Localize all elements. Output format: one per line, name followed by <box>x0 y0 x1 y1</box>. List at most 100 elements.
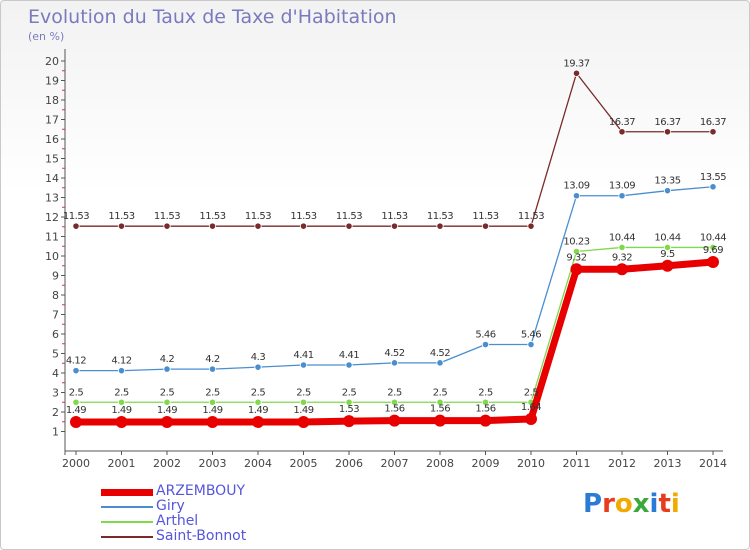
data-label-saint-bonnot: 11.53 <box>290 211 316 222</box>
x-tick-label: 2001 <box>108 457 136 470</box>
data-label-giry: 4.2 <box>160 354 175 365</box>
y-tick-label: 1 <box>52 426 59 439</box>
data-label-arthel: 10.44 <box>654 232 680 243</box>
data-point-arzembouy <box>616 263 628 276</box>
data-point-arthel <box>663 243 672 252</box>
data-label-giry: 13.09 <box>609 181 635 192</box>
data-point-saint-bonnot <box>481 222 490 230</box>
data-point-arthel <box>390 398 399 406</box>
data-point-saint-bonnot <box>436 222 444 230</box>
data-point-saint-bonnot <box>663 128 672 136</box>
data-label-arthel: 2.5 <box>251 387 266 398</box>
data-label-arthel: 2.5 <box>387 387 402 398</box>
data-point-giry <box>390 359 399 367</box>
data-point-arzembouy <box>115 415 128 428</box>
data-point-giry <box>663 187 672 195</box>
logo-letter: i <box>670 489 680 519</box>
data-label-saint-bonnot: 11.53 <box>154 211 180 222</box>
data-point-giry <box>527 340 535 349</box>
data-label-arthel: 2.5 <box>114 387 129 398</box>
legend-label: Saint-Bonnot <box>156 528 247 544</box>
data-label-arthel: 2.5 <box>342 387 357 398</box>
data-label-arzembouy: 9.69 <box>703 245 723 256</box>
x-tick-label: 2006 <box>335 457 363 470</box>
data-label-saint-bonnot: 11.53 <box>108 211 134 222</box>
data-label-giry: 4.52 <box>384 348 404 359</box>
data-point-arthel <box>709 243 717 252</box>
x-tick-label: 2007 <box>381 457 409 470</box>
data-point-arthel <box>299 398 308 406</box>
y-tick-label: 7 <box>52 309 59 322</box>
data-point-giry <box>572 192 581 200</box>
data-label-saint-bonnot: 11.53 <box>199 211 225 222</box>
data-point-giry <box>436 359 444 367</box>
data-label-arzembouy: 9.32 <box>566 252 586 263</box>
data-point-giry <box>117 367 126 375</box>
data-label-giry: 5.46 <box>521 330 541 341</box>
data-label-arzembouy: 1.56 <box>475 404 495 415</box>
legend-swatch <box>101 521 153 523</box>
logo-letter: r <box>602 489 615 519</box>
data-point-arzembouy <box>252 415 264 428</box>
legend-label: Giry <box>156 498 185 514</box>
y-tick-label: 14 <box>45 172 59 185</box>
data-point-arthel <box>481 398 490 406</box>
data-label-arthel: 10.44 <box>609 232 635 243</box>
x-tick-label: 2000 <box>62 457 90 470</box>
logo-letter: t <box>658 489 671 519</box>
data-label-arthel: 2.5 <box>205 387 220 398</box>
x-tick-label: 2012 <box>608 457 636 470</box>
data-point-arthel <box>163 398 171 406</box>
y-tick-label: 20 <box>45 55 59 68</box>
x-tick-label: 2013 <box>654 457 682 470</box>
y-tick-label: 11 <box>45 231 59 244</box>
y-tick-label: 10 <box>45 250 59 263</box>
x-tick-label: 2014 <box>699 457 727 470</box>
chart-title: Evolution du Taux de Taxe d'Habitation <box>28 6 397 28</box>
data-label-arzembouy: 1.49 <box>111 405 131 416</box>
x-tick-label: 2011 <box>563 457 591 470</box>
logo-letter: P <box>583 489 603 519</box>
legend-swatch <box>101 488 153 496</box>
data-point-arthel <box>117 398 126 406</box>
x-tick-label: 2004 <box>244 457 272 470</box>
data-point-giry <box>481 340 490 349</box>
data-point-saint-bonnot <box>345 222 353 230</box>
data-label-saint-bonnot: 19.37 <box>563 58 589 69</box>
data-label-arzembouy: 9.32 <box>612 252 632 263</box>
data-label-saint-bonnot: 16.37 <box>609 117 635 128</box>
data-point-giry <box>163 365 171 373</box>
data-label-giry: 13.55 <box>700 172 726 183</box>
y-tick-label: 13 <box>45 192 59 205</box>
y-tick-label: 15 <box>45 153 59 166</box>
data-point-arzembouy <box>70 415 82 428</box>
data-label-arzembouy: 1.56 <box>384 404 404 415</box>
data-point-arzembouy <box>161 415 173 428</box>
data-label-saint-bonnot: 11.53 <box>518 211 544 222</box>
data-point-giry <box>709 183 717 191</box>
y-tick-label: 17 <box>45 114 59 127</box>
data-point-giry <box>299 361 308 369</box>
data-point-saint-bonnot <box>390 222 399 230</box>
data-point-saint-bonnot <box>618 128 626 136</box>
data-point-arthel <box>618 243 626 252</box>
data-point-arzembouy <box>661 259 674 272</box>
data-point-giry <box>345 361 353 369</box>
data-point-arzembouy <box>297 415 310 428</box>
data-label-giry: 4.3 <box>251 352 266 363</box>
data-point-arthel <box>572 247 581 256</box>
data-label-saint-bonnot: 11.53 <box>472 211 498 222</box>
data-label-arthel: 10.23 <box>563 237 589 248</box>
data-label-saint-bonnot: 16.37 <box>700 117 726 128</box>
data-label-arthel: 2.5 <box>433 387 448 398</box>
logo-letter: i <box>649 489 659 519</box>
data-point-giry <box>72 367 80 375</box>
data-label-giry: 4.12 <box>66 356 86 367</box>
data-label-saint-bonnot: 11.53 <box>336 211 362 222</box>
series-line-saint-bonnot <box>76 72 713 227</box>
data-point-saint-bonnot <box>299 222 308 230</box>
y-tick-label: 12 <box>45 211 59 224</box>
data-label-giry: 4.12 <box>111 356 131 367</box>
y-tick-label: 3 <box>52 387 59 400</box>
